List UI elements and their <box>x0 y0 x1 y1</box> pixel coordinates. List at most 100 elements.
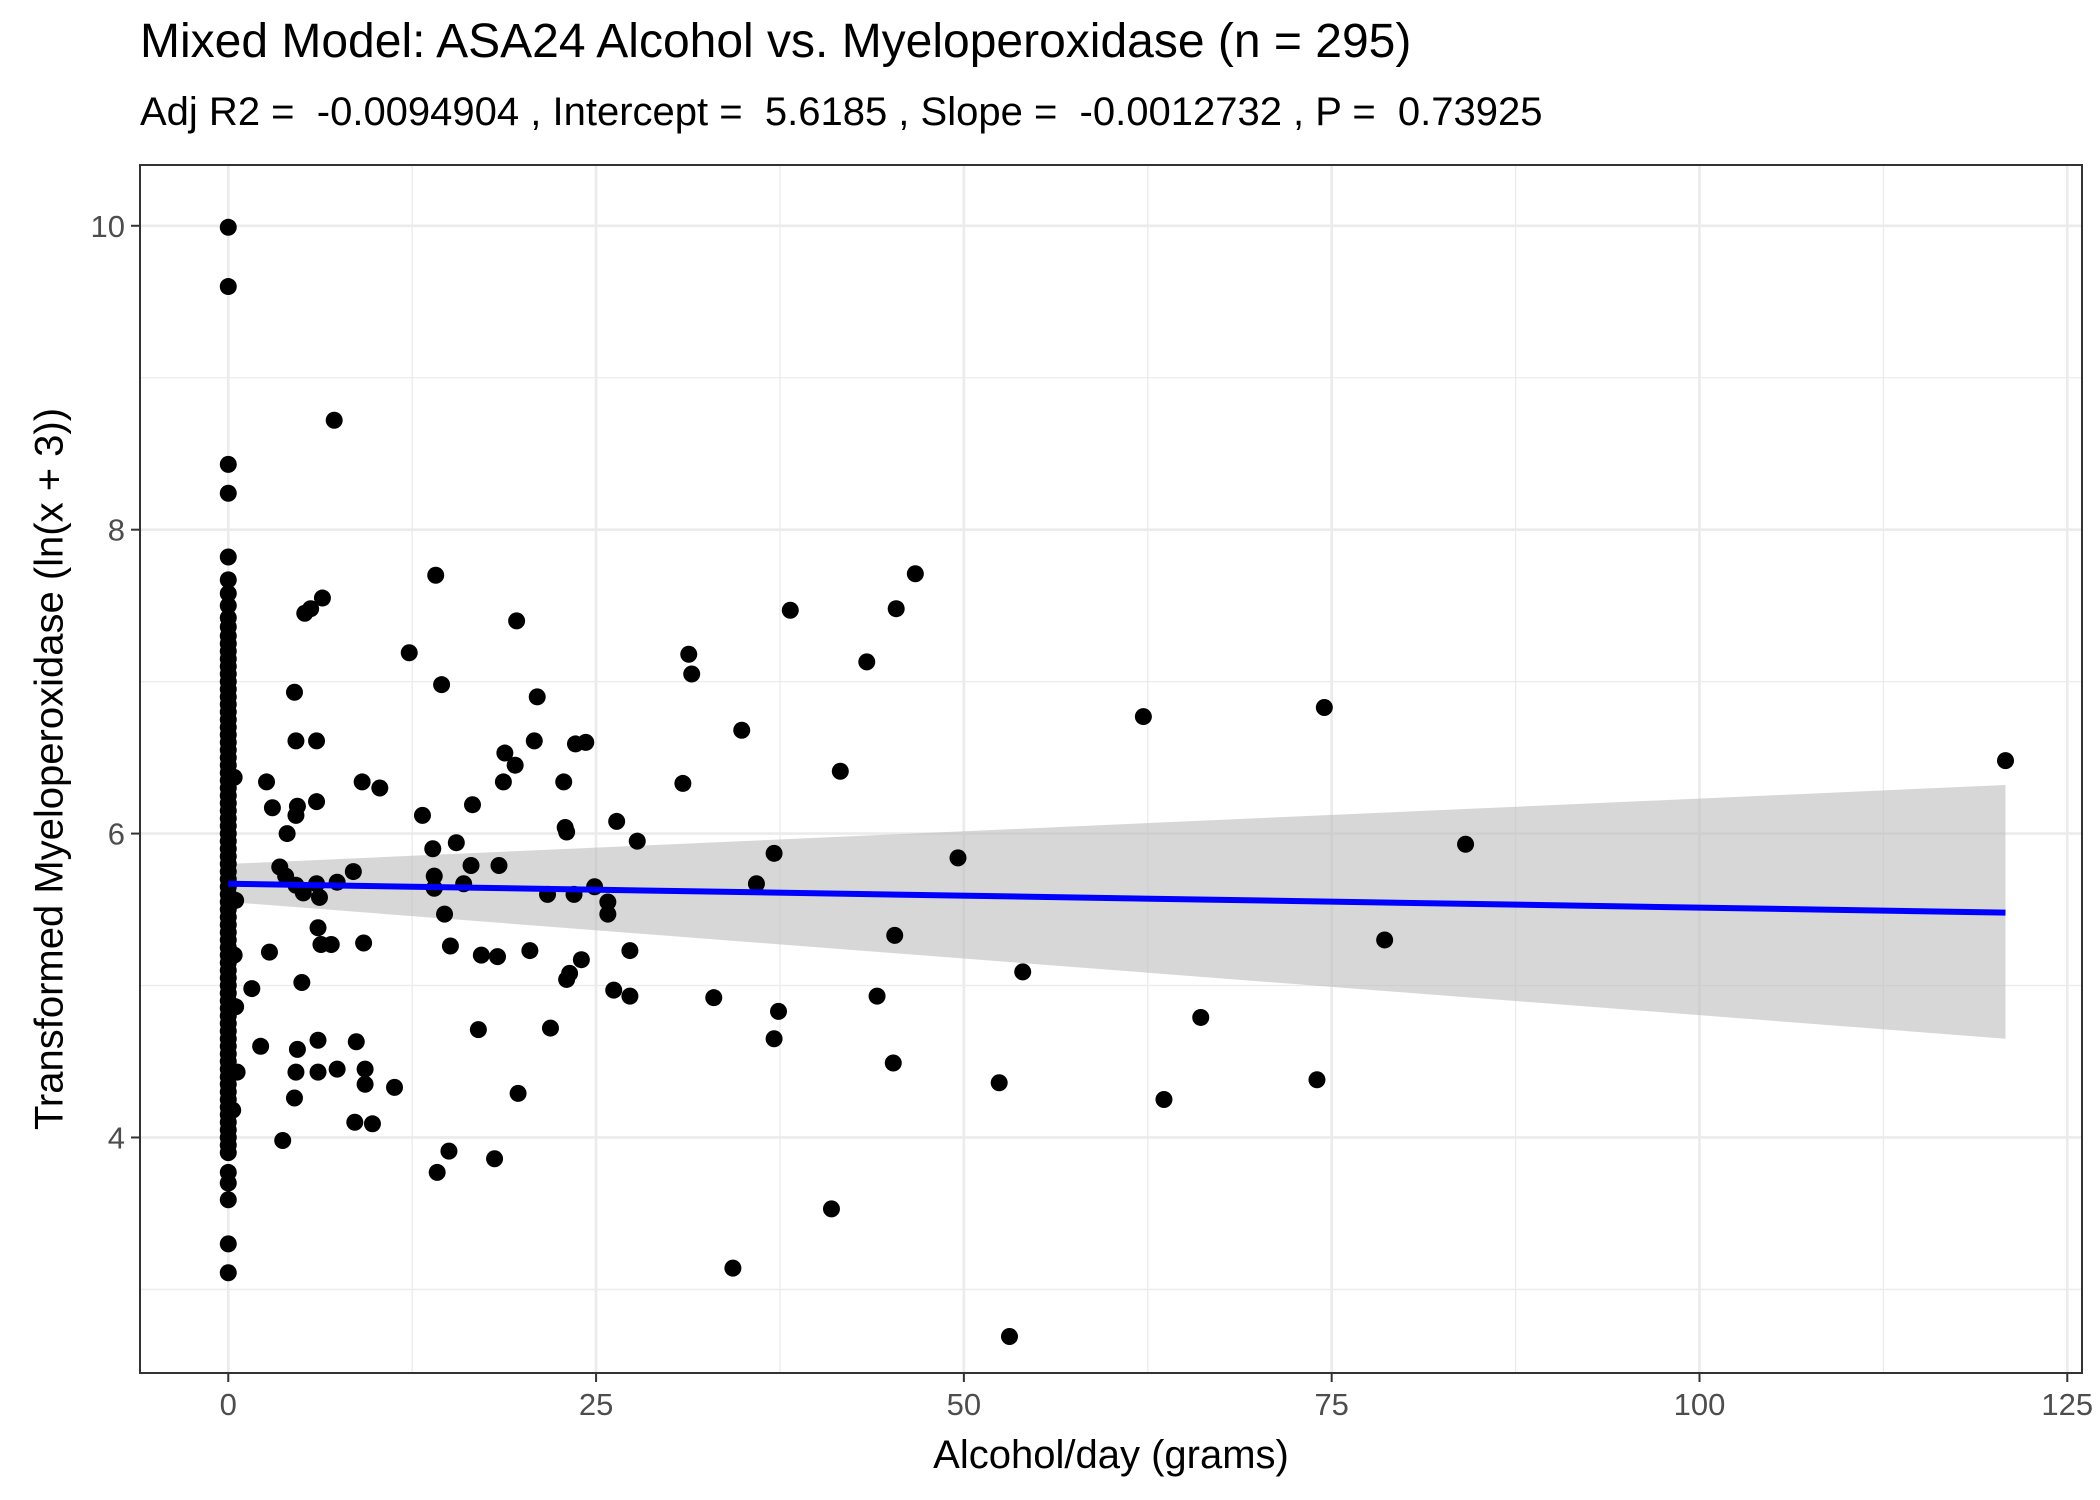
data-point <box>322 936 340 954</box>
data-point <box>463 796 481 814</box>
data-point <box>705 989 723 1007</box>
data-point <box>287 732 305 750</box>
data-point <box>822 1200 840 1218</box>
data-point <box>472 946 490 964</box>
data-point <box>400 644 418 662</box>
data-point <box>219 584 237 602</box>
data-point <box>733 721 751 739</box>
chart-subtitle: Adj R2 = -0.0094904 , Intercept = 5.6185… <box>140 90 1543 134</box>
x-tick-label: 25 <box>579 1387 613 1422</box>
data-point <box>441 937 459 955</box>
data-point <box>219 218 237 236</box>
axis-ticks: 0 25 50 75 100 125 4 6 8 10 <box>91 209 2094 1422</box>
data-point <box>285 1089 303 1107</box>
data-point <box>577 733 595 751</box>
data-point <box>521 942 539 960</box>
data-point <box>599 893 617 911</box>
data-point <box>621 987 639 1005</box>
data-point <box>371 779 389 797</box>
data-point <box>346 1113 364 1131</box>
data-point <box>219 455 237 473</box>
data-point <box>219 1144 237 1162</box>
data-point <box>353 773 371 791</box>
data-point <box>427 566 445 584</box>
data-point <box>219 1191 237 1209</box>
y-tick-label: 6 <box>108 817 125 852</box>
data-point <box>356 1075 374 1093</box>
data-point <box>219 1174 237 1192</box>
data-point <box>781 601 799 619</box>
data-point <box>356 1060 374 1078</box>
data-point <box>884 1054 902 1072</box>
confidence-band-layer <box>228 784 2006 1039</box>
data-point <box>355 934 373 952</box>
data-point <box>227 998 245 1016</box>
chart-title: Mixed Model: ASA24 Alcohol vs. Myelopero… <box>140 15 1412 68</box>
data-point <box>1315 698 1333 716</box>
data-point <box>308 793 326 811</box>
data-point <box>765 844 783 862</box>
data-point <box>558 823 576 841</box>
data-point <box>288 797 306 815</box>
regression-line-layer <box>228 880 2006 916</box>
data-point <box>219 548 237 566</box>
data-point <box>494 773 512 791</box>
data-point <box>469 1021 487 1039</box>
regression-line <box>228 880 2006 916</box>
data-point <box>868 987 886 1005</box>
panel-border <box>139 164 2083 1374</box>
data-point <box>328 1060 346 1078</box>
y-tick-label: 10 <box>91 209 125 244</box>
data-point <box>433 676 451 694</box>
data-point <box>219 484 237 502</box>
data-point <box>1134 708 1152 726</box>
data-point <box>252 1037 270 1055</box>
data-point <box>219 278 237 296</box>
data-point <box>309 1031 327 1049</box>
data-point <box>386 1078 404 1096</box>
data-point <box>363 1115 381 1133</box>
data-point <box>309 1063 327 1081</box>
data-point <box>462 856 480 874</box>
data-point <box>287 1063 305 1081</box>
data-point <box>528 688 546 706</box>
data-point <box>1000 1328 1018 1346</box>
x-tick-label: 100 <box>1674 1387 1726 1422</box>
data-point <box>572 951 590 969</box>
data-point <box>683 665 701 683</box>
data-point <box>1192 1008 1210 1026</box>
data-point <box>440 1142 458 1160</box>
data-point <box>447 834 465 852</box>
data-point <box>906 565 924 583</box>
data-point <box>228 1063 246 1081</box>
data-point <box>1996 752 2014 770</box>
data-point <box>496 744 514 762</box>
x-tick-label: 75 <box>1314 1387 1348 1422</box>
data-point <box>858 653 876 671</box>
y-tick-label: 8 <box>108 513 125 548</box>
data-point <box>428 1163 446 1181</box>
data-point <box>680 645 698 663</box>
data-point <box>608 812 626 830</box>
data-point <box>541 1019 559 1037</box>
data-point <box>308 732 326 750</box>
data-point <box>724 1259 742 1277</box>
data-point <box>225 768 243 786</box>
data-point <box>509 1084 527 1102</box>
data-point <box>1014 963 1032 981</box>
data-point <box>628 832 646 850</box>
data-point <box>747 875 765 893</box>
data-point <box>486 1150 504 1168</box>
data-point <box>347 1033 365 1051</box>
x-tick-label: 125 <box>2041 1387 2093 1422</box>
data-point <box>344 863 362 881</box>
data-point <box>525 732 543 750</box>
data-point <box>887 600 905 618</box>
data-point <box>1457 835 1475 853</box>
data-point <box>506 756 524 774</box>
x-tick-label: 50 <box>947 1387 981 1422</box>
data-point <box>313 589 331 607</box>
data-point <box>436 905 454 923</box>
minor-gridlines <box>140 165 2082 1373</box>
